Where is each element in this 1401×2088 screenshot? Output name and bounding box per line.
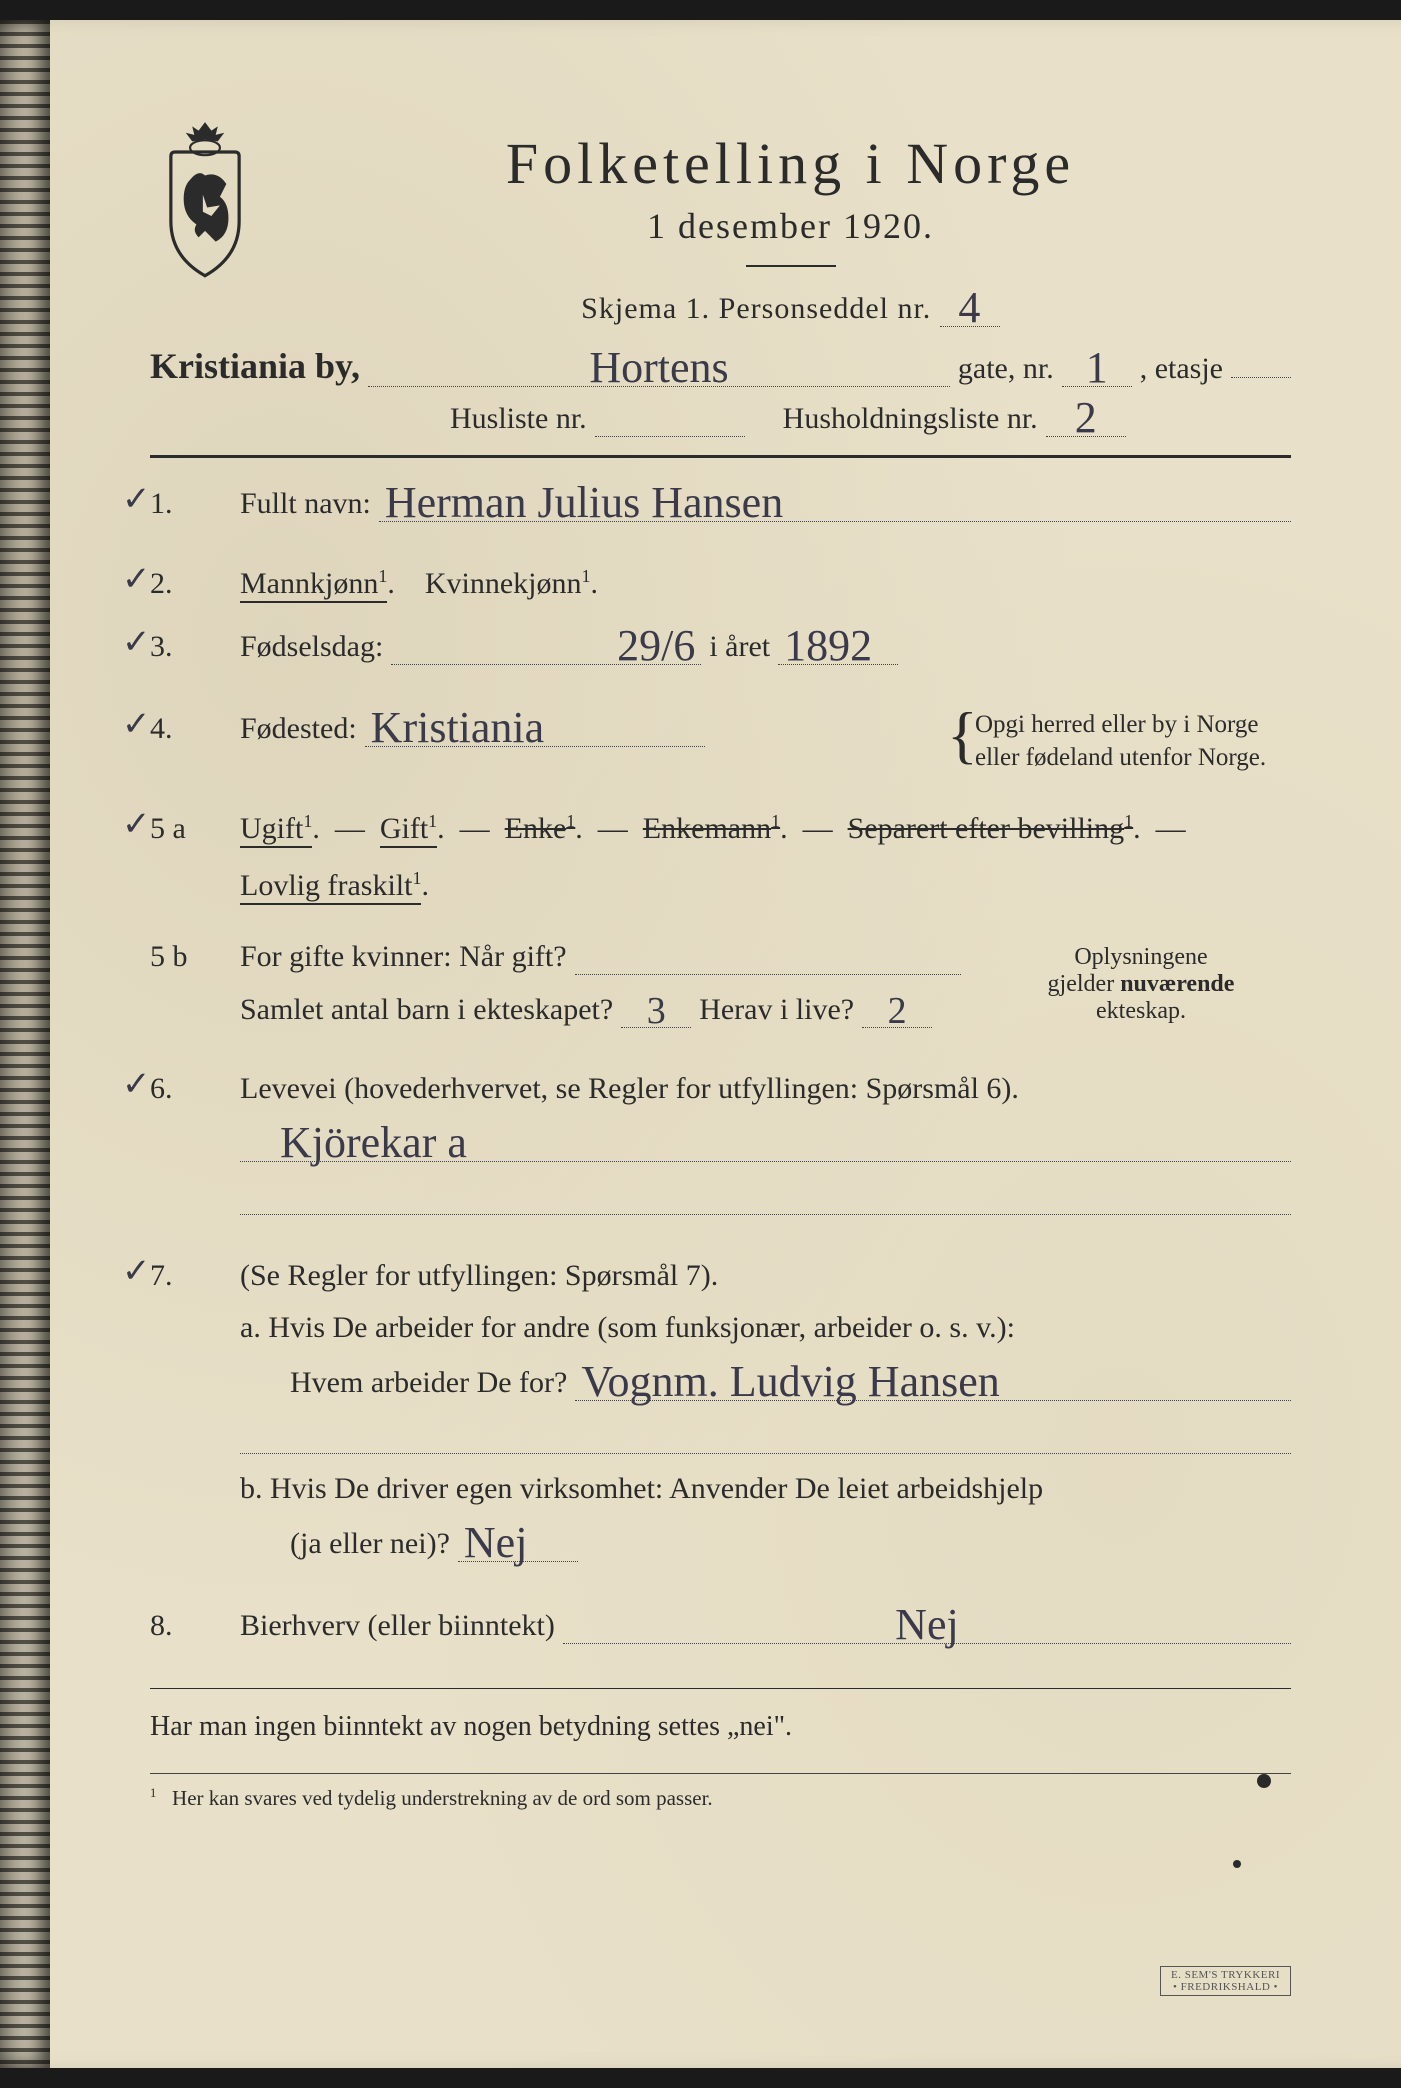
q4-label: Fødested: bbox=[240, 712, 357, 746]
q3-year: 1892 bbox=[784, 631, 872, 662]
husholdning-label: Husholdningsliste nr. bbox=[783, 402, 1038, 436]
q4: 4. Opgi herred eller by i Norge eller fø… bbox=[150, 709, 1291, 774]
bottom-note: Har man ingen biinntekt av nogen betydni… bbox=[150, 1711, 1291, 1743]
q8-num: 8. bbox=[150, 1609, 220, 1643]
q1-value: Herman Julius Hansen bbox=[385, 488, 783, 519]
title-divider bbox=[746, 265, 836, 267]
q2-num: 2. bbox=[150, 567, 220, 601]
q5a: 5 a Ugift1. — Gift1. — Enke1. — Enkemann… bbox=[150, 800, 1291, 914]
binding-edge bbox=[0, 20, 50, 2068]
city-label: Kristiania by, bbox=[150, 345, 360, 387]
date-line: 1 desember 1920. bbox=[290, 205, 1291, 247]
q7a-value: Vognm. Ludvig Hansen bbox=[581, 1367, 999, 1398]
q3-day: 29/6 bbox=[617, 631, 695, 662]
footnote: 1 Her kan svares ved tydelig understrekn… bbox=[150, 1786, 1291, 1811]
form-label: Skjema 1. Personseddel nr. bbox=[581, 292, 931, 325]
footnote-divider bbox=[150, 1773, 1291, 1774]
bottom-divider bbox=[150, 1688, 1291, 1689]
q6-num: 6. bbox=[150, 1072, 220, 1106]
q5b-label-c: Herav i live? bbox=[699, 993, 854, 1027]
opt-fraskilt: Lovlig fraskilt1 bbox=[240, 869, 421, 905]
q5a-num: 5 a bbox=[150, 812, 220, 846]
q3-num: 3. bbox=[150, 630, 220, 664]
q7b-value: Nej bbox=[464, 1528, 528, 1559]
street-suffix: gate, nr. bbox=[958, 352, 1054, 386]
floor-label: , etasje bbox=[1140, 352, 1223, 386]
main-title: Folketelling i Norge bbox=[290, 130, 1291, 197]
q6-value: Kjörekar a bbox=[280, 1128, 467, 1159]
q4-note: Opgi herred eller by i Norge eller fødel… bbox=[951, 709, 1291, 774]
q6-label: Levevei (hovederhvervet, se Regler for u… bbox=[240, 1072, 1019, 1106]
q3: 3. Fødselsdag: 29/6 i året 1892 bbox=[150, 627, 1291, 683]
street-value: Hortens bbox=[589, 353, 728, 384]
q2-female: Kvinnekjønn1 bbox=[425, 567, 591, 600]
q7: 7. (Se Regler for utfyllingen: Spørsmål … bbox=[150, 1259, 1291, 1580]
q5b-label-a: For gifte kvinner: Når gift? bbox=[240, 940, 567, 974]
q5b-note: Oplysningene gjelder nuværende ekteskap. bbox=[991, 944, 1291, 1025]
q2: 2. Mannkjønn1. Kvinnekjønn1. bbox=[150, 566, 1291, 601]
q4-value: Kristiania bbox=[371, 713, 545, 744]
husliste-label: Husliste nr. bbox=[450, 402, 587, 436]
q1: 1. Fullt navn: Herman Julius Hansen bbox=[150, 484, 1291, 540]
section-divider bbox=[150, 455, 1291, 458]
q7-num: 7. bbox=[150, 1259, 220, 1293]
address-row: Kristiania by, Hortens gate, nr. 1 , eta… bbox=[150, 345, 1291, 387]
street-number: 1 bbox=[1086, 353, 1108, 384]
ink-spot bbox=[1233, 1860, 1241, 1868]
q4-num: 4. bbox=[150, 712, 220, 746]
form-id-line: Skjema 1. Personseddel nr. 4 bbox=[290, 289, 1291, 327]
husholdning-value: 2 bbox=[1075, 403, 1097, 434]
q3-label: Fødselsdag: bbox=[240, 630, 383, 664]
form-number: 4 bbox=[958, 293, 981, 324]
q7b-label1: b. Hvis De driver egen virksomhet: Anven… bbox=[240, 1472, 1043, 1506]
q5b-value-b: 3 bbox=[647, 998, 666, 1025]
opt-enkemann: Enkemann1 bbox=[643, 812, 780, 845]
q2-male: Mannkjønn1 bbox=[240, 567, 387, 603]
coat-of-arms-icon bbox=[150, 120, 260, 280]
q7a-label2: Hvem arbeider De for? bbox=[290, 1366, 567, 1400]
opt-ugift: Ugift1 bbox=[240, 812, 312, 848]
list-numbers-row: Husliste nr. Husholdningsliste nr. 2 bbox=[150, 399, 1291, 437]
q8-value: Nej bbox=[895, 1610, 959, 1641]
q1-label: Fullt navn: bbox=[240, 487, 371, 521]
printer-stamp: E. SEM'S TRYKKERI • FREDRIKSHALD • bbox=[1160, 1966, 1291, 1996]
q5b-label-b: Samlet antal barn i ekteskapet? bbox=[240, 993, 613, 1027]
opt-enke: Enke1 bbox=[505, 812, 576, 845]
census-form-page: Folketelling i Norge 1 desember 1920. Sk… bbox=[0, 20, 1401, 2068]
opt-gift: Gift1 bbox=[380, 812, 437, 848]
q5b-value-c: 2 bbox=[888, 998, 907, 1025]
q6: 6. Levevei (hovederhvervet, se Regler fo… bbox=[150, 1072, 1291, 1233]
q8: 8. Bierhverv (eller biinntekt) Nej bbox=[150, 1606, 1291, 1662]
q7-label: (Se Regler for utfyllingen: Spørsmål 7). bbox=[240, 1259, 718, 1293]
title-block: Folketelling i Norge 1 desember 1920. Sk… bbox=[290, 120, 1291, 327]
q8-label: Bierhverv (eller biinntekt) bbox=[240, 1609, 555, 1643]
q5b: 5 b Oplysningene gjelder nuværende ektes… bbox=[150, 940, 1291, 1046]
ink-spot bbox=[1257, 1774, 1271, 1788]
q7b-label2: (ja eller nei)? bbox=[290, 1527, 450, 1561]
header: Folketelling i Norge 1 desember 1920. Sk… bbox=[150, 120, 1291, 327]
opt-separert: Separert efter bevilling1 bbox=[848, 812, 1134, 845]
q1-num: 1. bbox=[150, 487, 220, 521]
q5b-num: 5 b bbox=[150, 940, 220, 974]
q7a-label1: a. Hvis De arbeider for andre (som funks… bbox=[240, 1311, 1015, 1345]
q3-year-prefix: i året bbox=[709, 630, 770, 664]
